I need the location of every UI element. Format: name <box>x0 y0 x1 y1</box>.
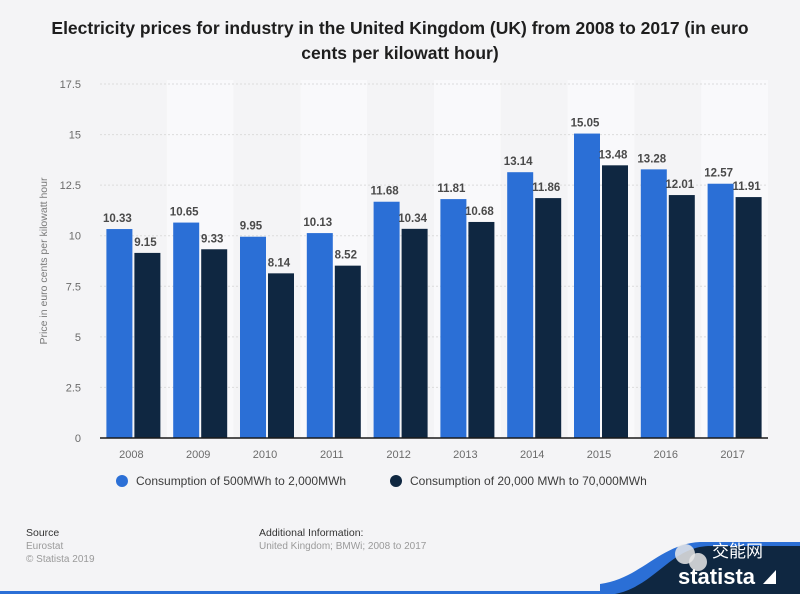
bar-2008-series-2[interactable] <box>134 252 161 438</box>
statista-logo-text: statista <box>678 564 756 589</box>
background-bands <box>100 80 768 438</box>
y-tick-label: 15 <box>69 130 81 142</box>
additional-info-block: Additional Information: United Kingdom; … <box>259 527 426 553</box>
bar-2008-series-1[interactable] <box>106 229 133 438</box>
legend-label-series-2: Consumption of 20,000 MWh to 70,000MWh <box>410 474 647 488</box>
bar-2017-series-1[interactable] <box>707 183 734 438</box>
bar-2015-series-1[interactable] <box>574 133 600 438</box>
data-label: 10.65 <box>170 207 199 219</box>
bar-2013-series-1[interactable] <box>440 199 467 438</box>
x-tick-label: 2011 <box>320 449 344 461</box>
bar-2011-series-1[interactable] <box>306 233 333 438</box>
legend-item-series-2[interactable]: Consumption of 20,000 MWh to 70,000MWh <box>390 474 647 488</box>
data-label: 10.34 <box>398 213 427 225</box>
data-label: 10.33 <box>103 213 132 225</box>
x-tick-label: 2017 <box>720 449 744 461</box>
data-label: 11.81 <box>437 183 466 195</box>
data-label: 11.91 <box>733 181 762 193</box>
y-tick-label: 10 <box>69 231 81 243</box>
data-label: 13.14 <box>504 156 533 168</box>
x-tick-label: 2013 <box>453 449 477 461</box>
watermark-text: 交能网 <box>712 542 763 562</box>
data-label: 9.15 <box>134 237 157 249</box>
legend-marker-series-1 <box>116 475 128 487</box>
data-label: 13.28 <box>637 153 666 165</box>
bar-2009-series-2[interactable] <box>201 249 228 438</box>
y-tick-label: 5 <box>75 332 81 344</box>
data-label: 12.01 <box>665 179 694 191</box>
wechat-icon-bubble <box>689 553 707 571</box>
y-tick-label: 7.5 <box>66 281 81 293</box>
data-label: 8.14 <box>268 257 291 269</box>
x-tick-label: 2016 <box>654 449 678 461</box>
data-label: 11.86 <box>532 182 560 194</box>
bar-2014-series-1[interactable] <box>507 172 534 438</box>
x-tick-label: 2012 <box>386 449 410 461</box>
additional-info-heading: Additional Information: <box>259 527 364 539</box>
x-axis-ticks: 2008 2009 2010 2011 2012 2013 2014 2015 2016 2017 <box>119 449 745 461</box>
bar-chart: 0 2.5 5 7.5 10 12.5 15 17.5 Price in euro cents… <box>38 79 768 461</box>
data-label: 15.05 <box>571 118 600 130</box>
source-name[interactable]: Eurostat <box>26 541 64 552</box>
x-tick-label: 2008 <box>119 449 143 461</box>
legend-item-series-1[interactable]: Consumption of 500MWh to 2,000MWh <box>116 474 346 488</box>
bar-2009-series-1[interactable] <box>173 222 200 438</box>
y-axis-ticks: 0 2.5 5 7.5 10 12.5 15 17.5 <box>60 79 81 445</box>
copyright: © Statista 2019 <box>26 554 95 565</box>
y-tick-label: 17.5 <box>60 79 81 91</box>
source-heading: Source <box>26 527 60 539</box>
data-label: 10.68 <box>465 206 494 218</box>
data-label: 8.52 <box>335 250 357 262</box>
chart-title: Electricity prices for industry in the U… <box>51 18 749 63</box>
y-axis-label: Price in euro cents per kilowatt hour <box>38 177 50 344</box>
bars <box>106 133 762 439</box>
bar-2012-series-1[interactable] <box>373 201 400 438</box>
x-tick-label: 2015 <box>587 449 611 461</box>
legend-marker-series-2 <box>390 475 402 487</box>
bar-2010-series-2[interactable] <box>268 273 294 438</box>
data-label: 9.95 <box>240 221 263 233</box>
data-label: 12.57 <box>704 168 733 180</box>
source-block: Source Eurostat © Statista 2019 <box>26 527 95 566</box>
data-label: 9.33 <box>201 233 223 245</box>
x-tick-label: 2009 <box>186 449 210 461</box>
bar-2015-series-2[interactable] <box>602 165 628 439</box>
bar-2016-series-2[interactable] <box>668 195 695 438</box>
additional-info-text: United Kingdom; BMWi; 2008 to 2017 <box>259 541 427 552</box>
bar-2013-series-2[interactable] <box>468 221 495 438</box>
bar-2010-series-1[interactable] <box>240 236 266 438</box>
data-label: 13.48 <box>599 149 628 161</box>
data-label: 10.13 <box>303 217 332 229</box>
bar-2011-series-2[interactable] <box>334 265 361 438</box>
x-tick-label: 2014 <box>520 449 544 461</box>
bar-2014-series-2[interactable] <box>535 198 562 438</box>
bar-2012-series-2[interactable] <box>401 228 428 438</box>
bar-2017-series-2[interactable] <box>735 197 762 438</box>
bar-2016-series-1[interactable] <box>640 169 667 439</box>
bottom-accent-bar <box>0 591 800 594</box>
y-tick-label: 0 <box>75 433 81 445</box>
legend-label-series-1: Consumption of 500MWh to 2,000MWh <box>136 474 347 488</box>
y-tick-label: 2.5 <box>66 382 81 394</box>
statista-logo-mark <box>763 570 776 584</box>
data-labels: 10.339.15 10.65 9.33 9.95 8.14 10.13 8.52 11.68… <box>103 118 761 270</box>
statista-logo-area[interactable]: 交能网 statista <box>600 524 800 594</box>
x-tick-label: 2010 <box>253 449 277 461</box>
data-label: 11.68 <box>371 186 400 198</box>
y-tick-label: 12.5 <box>60 180 81 192</box>
